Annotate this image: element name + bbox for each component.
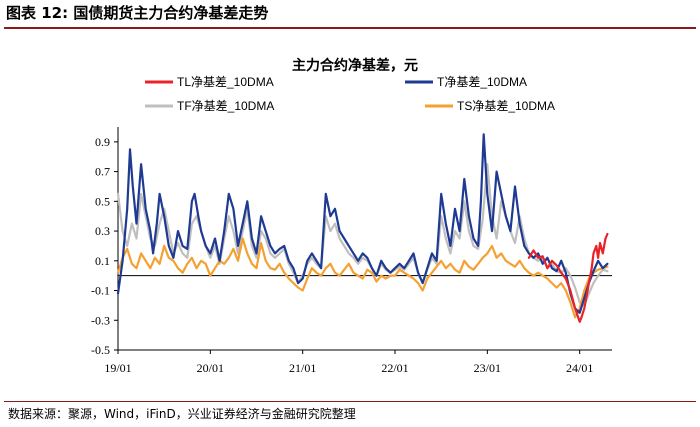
legend-label: TF净基差_10DMA <box>177 99 274 113</box>
title-divider <box>4 27 696 29</box>
footer-divider <box>4 401 696 402</box>
x-tick-label: 24/01 <box>566 361 593 375</box>
y-tick-label: -0.3 <box>91 313 110 327</box>
series-line-TS净基差_10DMA <box>116 237 609 319</box>
x-tick-label: 19/01 <box>104 361 131 375</box>
legend-label: TL净基差_10DMA <box>177 75 274 89</box>
y-tick-label: 0.1 <box>95 254 110 268</box>
figure-label: 图表 12: <box>6 4 69 22</box>
plot-area <box>116 133 609 323</box>
y-tick-label: 0.3 <box>95 224 110 238</box>
series-line-TF净基差_10DMA <box>116 163 609 307</box>
y-axis: -0.5 -0.3 -0.1 0.1 0.3 0.5 0.7 0.9 <box>91 127 119 357</box>
series-line-T净基差_10DMA <box>116 133 609 314</box>
x-tick-label: 21/01 <box>289 361 316 375</box>
legend-label: TS净基差_10DMA <box>457 99 555 113</box>
source-note: 数据来源：聚源，Wind，iFinD，兴业证券经济与金融研究院整理 <box>8 407 356 421</box>
y-tick-label: -0.1 <box>91 284 110 298</box>
line-chart: 主力合约净基差，元 TL净基差_10DMA T净基差_10DMA TF净基差_10D… <box>91 57 612 375</box>
y-tick-label: 0.9 <box>95 135 110 149</box>
chart-legend: TL净基差_10DMA T净基差_10DMA TF净基差_10DMA TS净基差_10… <box>145 75 555 113</box>
chart-title: 主力合约净基差，元 <box>292 57 418 74</box>
legend-label: T净基差_10DMA <box>437 75 527 89</box>
x-tick-label: 20/01 <box>197 361 224 375</box>
figure-title-text: 国债期货主力合约净基差走势 <box>73 4 269 22</box>
y-tick-label: 0.5 <box>95 194 110 208</box>
y-tick-label: -0.5 <box>91 343 110 357</box>
y-tick-label: 0.7 <box>95 165 110 179</box>
x-tick-label: 23/01 <box>474 361 501 375</box>
series-line-TL净基差_10DMA <box>527 232 609 323</box>
x-axis: 19/01 20/01 21/01 22/01 23/01 24/01 <box>104 275 612 375</box>
figure-title: 图表 12: 国债期货主力合约净基差走势 <box>6 2 268 23</box>
x-tick-label: 22/01 <box>381 361 408 375</box>
